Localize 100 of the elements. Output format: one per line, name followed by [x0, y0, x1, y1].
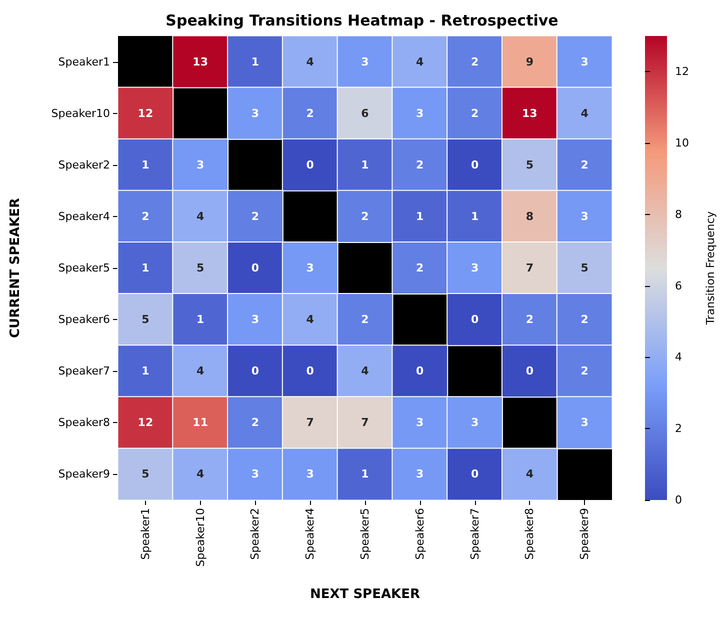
- data-label: 1: [142, 262, 150, 274]
- x-axis-title: NEXT SPEAKER: [310, 587, 420, 602]
- data-label: 1: [361, 158, 369, 172]
- data-label: 2: [580, 313, 588, 326]
- data-label: 1: [251, 55, 260, 68]
- data-label: 3: [251, 313, 260, 326]
- data-label: 3: [361, 55, 369, 68]
- data-label: 4: [306, 313, 314, 326]
- data-label: 0: [306, 158, 314, 172]
- data-label: 3: [196, 158, 204, 172]
- data-label: 1: [196, 313, 204, 326]
- data-label: 3: [470, 416, 479, 430]
- x-tick-label: Speaker5: [358, 508, 372, 560]
- data-label: 13: [192, 55, 208, 68]
- data-label: 3: [580, 55, 588, 68]
- data-label: 3: [251, 106, 260, 120]
- data-label: 0: [526, 364, 534, 378]
- data-label: 2: [416, 158, 424, 172]
- data-label: 2: [251, 416, 260, 430]
- y-axis-title: CURRENT SPEAKER: [8, 198, 23, 338]
- data-label: 4: [580, 106, 589, 120]
- y-tick-label: Speaker1: [58, 55, 110, 68]
- data-label: 4: [196, 210, 205, 223]
- data-label: 1: [361, 468, 369, 481]
- data-label: 2: [142, 210, 150, 223]
- x-tick-label: Speaker8: [523, 508, 536, 560]
- x-tick-label: Speaker10: [194, 508, 207, 567]
- data-label: 3: [416, 468, 424, 481]
- data-label: 0: [251, 364, 260, 378]
- color-bar-label: 12: [675, 65, 689, 78]
- data-label: 5: [196, 262, 204, 274]
- x-tick-label: Speaker2: [248, 508, 262, 560]
- x-tick-label: Speaker7: [468, 508, 482, 560]
- data-label: 7: [361, 416, 369, 430]
- data-label: 7: [306, 416, 314, 430]
- data-label: 2: [526, 313, 534, 326]
- data-label: 0: [470, 313, 479, 326]
- data-label: 4: [361, 364, 370, 378]
- data-label: 2: [361, 313, 369, 326]
- data-label: 2: [470, 55, 479, 68]
- data-label: 4: [196, 468, 205, 481]
- color-bar-label: 6: [675, 279, 682, 292]
- data-label: 1: [470, 210, 479, 223]
- data-label: 5: [526, 158, 534, 172]
- data-label: 0: [470, 468, 479, 481]
- y-tick-label: Speaker6: [58, 313, 110, 326]
- data-label: 2: [306, 106, 314, 120]
- data-label: 3: [306, 468, 314, 481]
- data-label: 8: [526, 210, 534, 223]
- color-bar-label: 8: [675, 208, 682, 221]
- data-label: 3: [580, 210, 588, 223]
- color-bar-label: 4: [675, 350, 682, 364]
- y-tick-label: Speaker7: [58, 364, 110, 378]
- data-label: 3: [580, 416, 588, 430]
- y-tick-label: Speaker9: [58, 468, 110, 481]
- data-label: 2: [580, 158, 588, 172]
- y-tick-label: Speaker4: [58, 210, 110, 223]
- data-label: 3: [416, 106, 424, 120]
- data-label: 5: [142, 313, 150, 326]
- data-label: 2: [580, 364, 588, 378]
- x-tick-label: Speaker6: [413, 508, 426, 560]
- y-tick-label: Speaker10: [51, 106, 110, 120]
- color-bar-label: 10: [675, 136, 689, 150]
- data-label: 3: [470, 262, 479, 274]
- data-label: 2: [470, 106, 479, 120]
- data-label: 3: [251, 468, 260, 481]
- data-label: 4: [196, 364, 205, 378]
- color-bar-label: 0: [675, 494, 682, 506]
- data-label: 12: [138, 416, 154, 430]
- data-label: 5: [142, 468, 150, 481]
- color-bar-title: Transition Frequency: [704, 210, 717, 326]
- data-label: 0: [470, 158, 479, 172]
- data-label: 9: [526, 55, 534, 68]
- data-label: 1: [142, 364, 150, 378]
- data-label: 4: [416, 55, 424, 68]
- data-label: 1: [142, 158, 150, 172]
- data-label: 6: [361, 106, 370, 120]
- data-label: 2: [251, 210, 260, 223]
- y-tick-label: Speaker2: [58, 158, 110, 172]
- data-label: 2: [361, 210, 369, 223]
- color-bar-label: 2: [675, 422, 682, 436]
- data-label: 3: [306, 262, 314, 274]
- x-tick-label: Speaker1: [138, 508, 152, 560]
- data-label: 7: [526, 262, 534, 274]
- data-label: 13: [522, 106, 538, 120]
- x-tick-label: Speaker4: [304, 508, 317, 560]
- data-label: 0: [251, 262, 260, 274]
- data-label: 0: [306, 364, 314, 378]
- y-tick-label: Speaker5: [58, 262, 110, 274]
- data-label: 0: [416, 364, 424, 378]
- data-label: 1: [416, 210, 424, 223]
- data-label: 11: [192, 416, 208, 430]
- data-label: 4: [306, 55, 314, 68]
- y-tick-label: Speaker8: [58, 416, 110, 430]
- data-label: 12: [138, 106, 154, 120]
- x-tick-label: Speaker9: [578, 508, 592, 560]
- chart-title: Speaking Transitions Heatmap - Retrospective: [166, 12, 558, 30]
- data-label: 2: [416, 262, 424, 274]
- data-label: 5: [580, 262, 588, 274]
- data-label: 4: [526, 468, 534, 481]
